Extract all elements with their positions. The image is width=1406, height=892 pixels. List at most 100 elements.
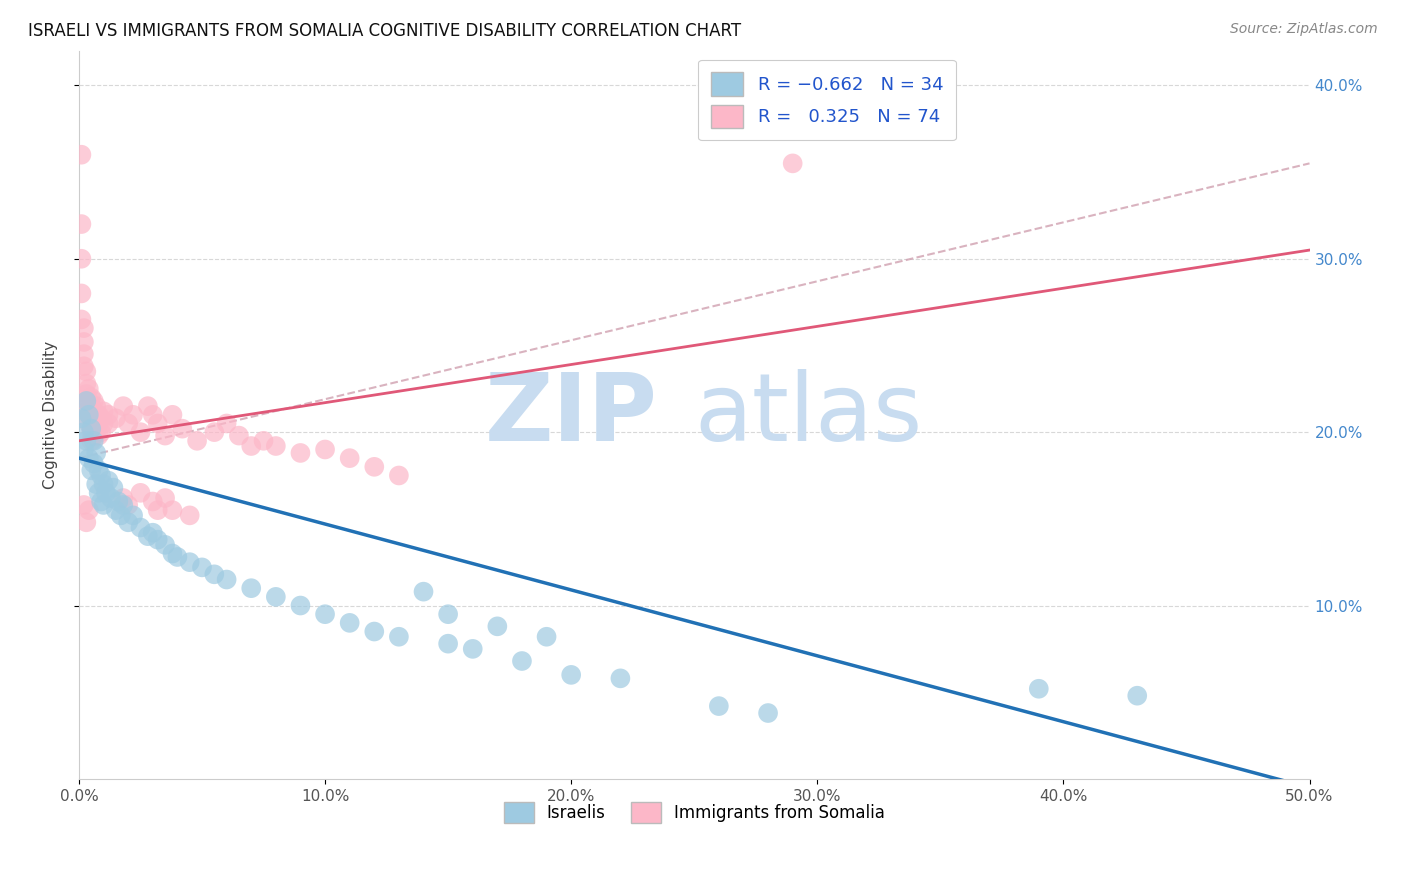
Y-axis label: Cognitive Disability: Cognitive Disability bbox=[44, 341, 58, 489]
Point bbox=[77, 382, 100, 396]
Point bbox=[412, 584, 434, 599]
Point bbox=[83, 456, 105, 470]
Point bbox=[80, 425, 103, 439]
Point bbox=[87, 485, 110, 500]
Point bbox=[264, 439, 287, 453]
Point bbox=[73, 442, 96, 457]
Point bbox=[339, 451, 361, 466]
Point bbox=[215, 417, 238, 431]
Point bbox=[290, 599, 312, 613]
Point bbox=[166, 549, 188, 564]
Point bbox=[136, 399, 159, 413]
Point bbox=[756, 706, 779, 720]
Point bbox=[97, 408, 120, 422]
Point bbox=[87, 428, 110, 442]
Point bbox=[70, 411, 93, 425]
Point bbox=[77, 393, 100, 408]
Point bbox=[103, 481, 125, 495]
Point bbox=[112, 491, 135, 505]
Point bbox=[388, 468, 411, 483]
Point bbox=[153, 428, 176, 442]
Point bbox=[70, 147, 93, 161]
Point bbox=[77, 408, 100, 422]
Point bbox=[314, 607, 336, 622]
Point bbox=[84, 399, 107, 413]
Point bbox=[162, 503, 184, 517]
Point bbox=[142, 494, 165, 508]
Point bbox=[110, 508, 132, 523]
Point bbox=[100, 491, 122, 505]
Point bbox=[146, 503, 169, 517]
Point bbox=[136, 529, 159, 543]
Point bbox=[112, 498, 135, 512]
Point bbox=[75, 516, 97, 530]
Point bbox=[107, 494, 129, 508]
Point bbox=[90, 411, 112, 425]
Point bbox=[84, 411, 107, 425]
Point bbox=[560, 668, 582, 682]
Point bbox=[153, 538, 176, 552]
Point bbox=[228, 428, 250, 442]
Point bbox=[146, 417, 169, 431]
Point bbox=[83, 434, 105, 448]
Point bbox=[112, 399, 135, 413]
Point bbox=[90, 468, 112, 483]
Point bbox=[84, 477, 107, 491]
Point bbox=[122, 408, 145, 422]
Point bbox=[486, 619, 509, 633]
Point bbox=[215, 573, 238, 587]
Point bbox=[117, 516, 139, 530]
Point bbox=[87, 463, 110, 477]
Point bbox=[80, 434, 103, 448]
Point bbox=[122, 508, 145, 523]
Point bbox=[240, 439, 263, 453]
Point bbox=[77, 503, 100, 517]
Point bbox=[388, 630, 411, 644]
Point bbox=[93, 404, 115, 418]
Point bbox=[70, 217, 93, 231]
Point bbox=[77, 451, 100, 466]
Point bbox=[117, 498, 139, 512]
Point bbox=[83, 428, 105, 442]
Point bbox=[191, 560, 214, 574]
Point bbox=[73, 347, 96, 361]
Point bbox=[70, 312, 93, 326]
Point bbox=[70, 252, 93, 266]
Point bbox=[461, 641, 484, 656]
Point bbox=[153, 491, 176, 505]
Point bbox=[90, 425, 112, 439]
Point bbox=[75, 393, 97, 408]
Point bbox=[75, 376, 97, 391]
Point bbox=[172, 422, 194, 436]
Point bbox=[73, 321, 96, 335]
Legend: Israelis, Immigrants from Somalia: Israelis, Immigrants from Somalia bbox=[491, 789, 898, 836]
Point bbox=[363, 459, 385, 474]
Point bbox=[252, 434, 274, 448]
Point bbox=[202, 567, 225, 582]
Point bbox=[290, 446, 312, 460]
Point bbox=[129, 485, 152, 500]
Point bbox=[80, 422, 103, 436]
Point bbox=[536, 630, 558, 644]
Point bbox=[782, 156, 804, 170]
Point bbox=[1028, 681, 1050, 696]
Point bbox=[70, 286, 93, 301]
Point bbox=[73, 359, 96, 374]
Point bbox=[75, 393, 97, 408]
Point bbox=[87, 417, 110, 431]
Point bbox=[339, 615, 361, 630]
Text: atlas: atlas bbox=[695, 368, 922, 461]
Point bbox=[84, 425, 107, 439]
Point bbox=[80, 463, 103, 477]
Point bbox=[84, 446, 107, 460]
Point bbox=[97, 474, 120, 488]
Point bbox=[129, 520, 152, 534]
Point bbox=[83, 417, 105, 431]
Point bbox=[75, 404, 97, 418]
Point bbox=[510, 654, 533, 668]
Point bbox=[202, 425, 225, 439]
Point bbox=[117, 417, 139, 431]
Point bbox=[142, 408, 165, 422]
Point bbox=[129, 425, 152, 439]
Point bbox=[90, 494, 112, 508]
